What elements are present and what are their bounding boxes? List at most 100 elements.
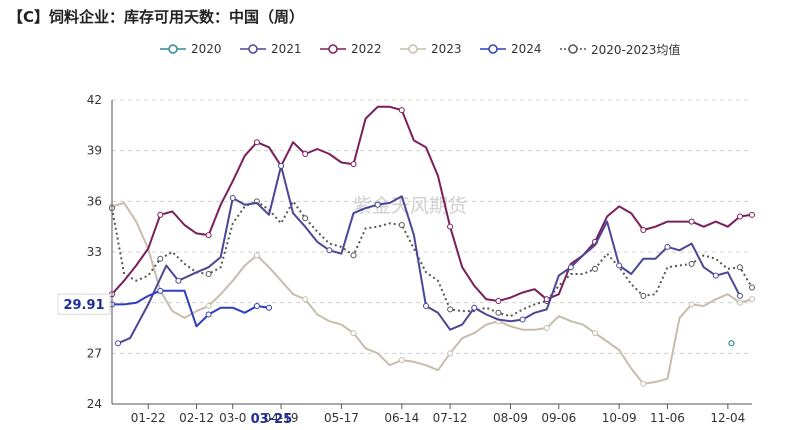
series-point-2023 [736, 299, 743, 306]
series-line-2023 [111, 202, 753, 385]
series-point-2021 [326, 247, 333, 254]
series-layer [109, 105, 755, 387]
series-point-2023 [205, 303, 212, 310]
series-point-2020-2023均值 [350, 252, 357, 259]
x-tick-label: 05-17 [324, 411, 359, 425]
legend-item-2022[interactable]: 2022 [320, 40, 382, 58]
series-point-2022 [302, 151, 309, 158]
series-point-2022 [157, 211, 164, 218]
series-point-2021 [278, 162, 285, 169]
series-point-2020-2023均值 [749, 284, 755, 291]
series-point-2021 [616, 262, 623, 269]
watermark: 紫金天风期货 [353, 195, 467, 217]
series-point-2021 [471, 304, 478, 311]
x-tick-label: 04-19 [264, 411, 299, 425]
series-point-2022 [640, 227, 647, 234]
series-point-2023 [253, 252, 260, 259]
legend-item-2024[interactable]: 2024 [480, 40, 542, 58]
legend-label: 2022 [351, 42, 382, 56]
series-point-2020 [728, 340, 735, 347]
series-point-2022 [543, 296, 550, 303]
legend-swatch-icon [400, 44, 426, 54]
series-point-2021 [664, 243, 671, 250]
series-point-2023 [592, 330, 599, 337]
series-point-2023 [749, 296, 755, 303]
legend-label: 2020-2023均值 [591, 42, 681, 57]
legend-label: 2024 [511, 42, 542, 56]
series-point-2020-2023均值 [157, 255, 164, 262]
chart-legend: 2020 2021 2022 2023 2024 2020-2023均值 [0, 40, 794, 58]
pointer-x-label: 03-25 [251, 412, 293, 427]
series-point-2021 [374, 201, 381, 208]
x-tick-label: 08-09 [493, 411, 528, 425]
series-point-2021 [567, 264, 574, 271]
series-point-2020-2023均值 [640, 292, 647, 299]
series-point-2023 [543, 325, 550, 331]
y-tick-label: 42 [87, 93, 102, 107]
x-tick-label: 12-04 [710, 411, 745, 425]
series-point-2023 [302, 296, 309, 303]
series-point-2022 [447, 223, 454, 230]
series-point-2023 [350, 330, 357, 337]
series-point-2020-2023均值 [398, 221, 405, 228]
series-point-2022 [736, 213, 743, 220]
grid-lines [112, 99, 752, 405]
legend-item-2023[interactable]: 2023 [400, 40, 462, 58]
series-point-2020-2023均值 [592, 265, 599, 272]
series-point-2023 [688, 301, 695, 308]
legend-swatch-icon [160, 44, 186, 54]
series-point-2023 [398, 357, 405, 364]
series-point-2020-2023均值 [447, 306, 454, 313]
x-tick-label: 07-12 [433, 411, 468, 425]
x-tick-label: 11-06 [650, 411, 685, 425]
series-point-2022 [495, 297, 502, 304]
y-tick-label: 27 [87, 346, 102, 360]
series-point-2021 [115, 340, 122, 347]
legend-item-2020-2023均值[interactable]: 2020-2023均值 [560, 40, 680, 58]
legend-label: 2021 [271, 42, 302, 56]
legend-item-2020[interactable]: 2020 [160, 40, 222, 58]
legend-swatch-icon [480, 44, 506, 54]
series-point-2022 [749, 211, 755, 218]
legend-item-2021[interactable]: 2021 [240, 40, 302, 58]
series-point-2023 [640, 380, 647, 387]
legend-swatch-icon [560, 44, 586, 54]
series-point-2021 [712, 272, 719, 279]
series-point-2021 [175, 277, 182, 284]
series-point-2024 [157, 287, 164, 294]
series-point-2021 [519, 316, 526, 323]
series-point-2022 [253, 139, 260, 146]
series-point-2020-2023均值 [302, 215, 309, 222]
chart-title: 【C】饲料企业：库存可用天数：中国（周） [8, 8, 305, 26]
series-point-2023 [447, 350, 454, 357]
legend-swatch-icon [320, 44, 346, 54]
series-line-2024 [112, 289, 270, 328]
y-tick-label: 36 [87, 194, 102, 208]
series-point-2021 [229, 194, 236, 201]
y-tick-label: 33 [87, 245, 102, 259]
x-tick-label: 03-0 [219, 411, 246, 425]
series-point-2024 [205, 311, 212, 318]
legend-label: 2020 [191, 42, 222, 56]
pointer-y-label: 29.91 [63, 298, 104, 313]
series-point-2020-2023均值 [205, 270, 212, 277]
series-point-2020-2023均值 [688, 260, 695, 267]
x-tick-label: 02-12 [179, 411, 214, 425]
series-point-2022 [350, 161, 357, 168]
x-tick-label: 10-09 [602, 411, 637, 425]
pointer-y-box [57, 293, 111, 315]
series-point-2022 [688, 218, 695, 225]
y-tick-label: 39 [87, 144, 102, 158]
legend-label: 2023 [431, 42, 462, 56]
series-point-2020-2023均值 [736, 264, 743, 271]
series-point-2020-2023均值 [495, 309, 502, 316]
series-point-2021 [736, 292, 743, 299]
series-point-2024 [253, 303, 260, 310]
x-tick-label: 06-14 [384, 411, 419, 425]
pointer-layer: 29.91 03-25 [57, 293, 293, 427]
x-tick-label: 09-06 [541, 411, 576, 425]
series-point-2022 [205, 232, 212, 239]
y-tick-label: 24 [87, 397, 102, 411]
series-line-2021 [117, 164, 741, 345]
